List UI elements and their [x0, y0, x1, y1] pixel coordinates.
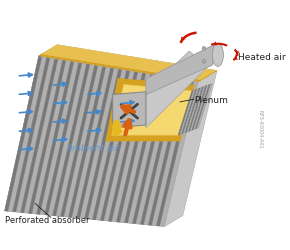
Polygon shape [182, 89, 197, 134]
Polygon shape [146, 51, 208, 128]
Polygon shape [116, 74, 154, 222]
Polygon shape [146, 46, 222, 94]
Text: Heated air: Heated air [238, 53, 286, 62]
Polygon shape [45, 62, 82, 215]
Polygon shape [164, 70, 217, 227]
Polygon shape [5, 56, 42, 211]
Polygon shape [185, 88, 200, 133]
Polygon shape [188, 87, 204, 132]
Polygon shape [198, 70, 217, 82]
Polygon shape [112, 84, 192, 135]
Polygon shape [12, 57, 50, 212]
Polygon shape [178, 84, 212, 135]
Ellipse shape [212, 43, 223, 66]
Polygon shape [84, 69, 122, 219]
Polygon shape [195, 84, 210, 129]
Polygon shape [39, 45, 217, 82]
Polygon shape [37, 61, 74, 214]
Polygon shape [148, 79, 186, 225]
Polygon shape [108, 72, 146, 222]
Polygon shape [113, 92, 146, 128]
Polygon shape [52, 64, 90, 216]
Circle shape [126, 107, 132, 112]
Polygon shape [146, 45, 222, 79]
Polygon shape [21, 58, 58, 213]
Polygon shape [100, 71, 138, 220]
Text: Perforated absorber: Perforated absorber [5, 216, 89, 224]
Polygon shape [192, 86, 207, 130]
Polygon shape [68, 66, 106, 218]
Polygon shape [140, 78, 178, 224]
Polygon shape [178, 90, 193, 135]
Polygon shape [133, 76, 170, 224]
Polygon shape [5, 56, 198, 226]
Circle shape [202, 46, 206, 50]
Text: Ambient air: Ambient air [66, 144, 119, 152]
Polygon shape [124, 75, 162, 223]
Text: N75-63004-A01: N75-63004-A01 [258, 110, 263, 149]
Polygon shape [29, 60, 66, 214]
Polygon shape [146, 45, 214, 94]
Polygon shape [106, 79, 194, 141]
Polygon shape [93, 70, 130, 220]
Circle shape [202, 60, 206, 63]
Polygon shape [41, 45, 217, 80]
Polygon shape [61, 65, 98, 217]
Polygon shape [77, 68, 114, 218]
Polygon shape [39, 54, 201, 82]
Polygon shape [156, 80, 194, 226]
Text: Plenum: Plenum [194, 96, 228, 104]
